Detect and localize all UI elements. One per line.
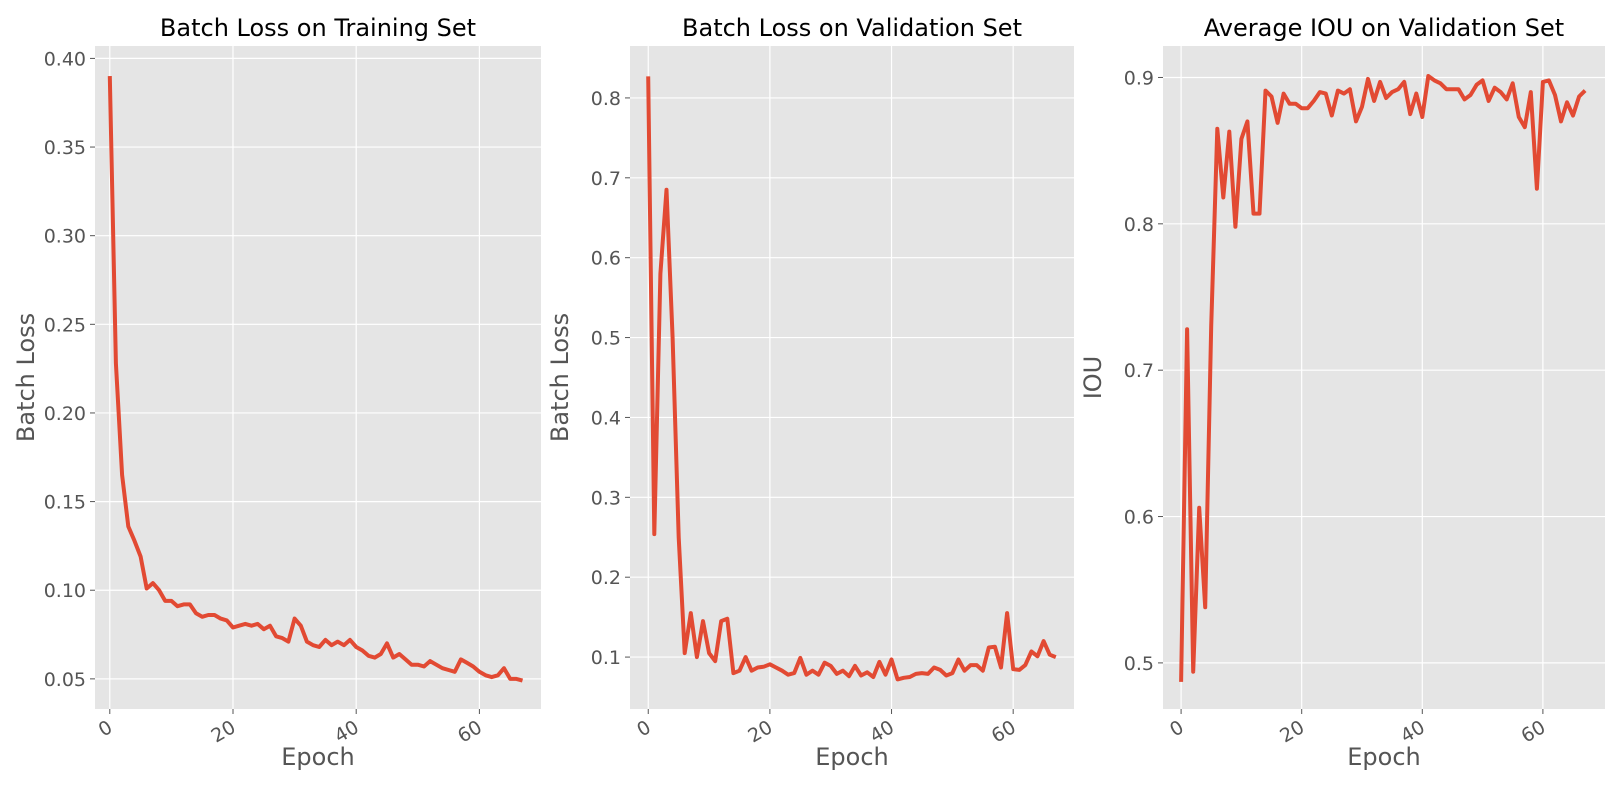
series-line <box>646 76 1057 682</box>
chart-title: Batch Loss on Validation Set <box>682 14 1022 42</box>
y-tick-label: 0.5 <box>591 328 621 350</box>
x-tick-label: 20 <box>744 716 776 747</box>
y-axis-label: IOU <box>1079 356 1107 400</box>
y-tick-label: 0.25 <box>44 314 86 336</box>
x-axis-label: Epoch <box>281 743 355 771</box>
x-tick-label: 0 <box>633 716 654 741</box>
x-tick-label: 0 <box>95 716 116 741</box>
chart-title: Average IOU on Validation Set <box>1204 14 1564 42</box>
y-tick-label: 0.40 <box>44 48 86 70</box>
x-tick-label: 0 <box>1166 716 1187 741</box>
series-line <box>1179 74 1587 682</box>
y-tick-label: 0.8 <box>1124 214 1154 236</box>
x-axis-label: Epoch <box>815 743 889 771</box>
y-tick-label: 0.4 <box>591 407 621 429</box>
y-tick-label: 0.8 <box>591 88 621 110</box>
chart-1: 0.050.100.150.200.250.300.350.400 20 40 60B… <box>12 14 541 771</box>
plot-area <box>1163 46 1605 709</box>
y-tick-label: 0.7 <box>591 168 621 190</box>
y-axis-label: Batch Loss <box>546 313 574 442</box>
y-tick-label: 0.35 <box>44 137 86 159</box>
x-axis-label: Epoch <box>1347 743 1421 771</box>
x-tick-label: 60 <box>454 716 486 747</box>
y-tick-label: 0.5 <box>1124 653 1154 675</box>
x-tick-label: 20 <box>1276 716 1308 747</box>
y-tick-label: 0.10 <box>44 580 86 602</box>
y-tick-label: 0.1 <box>591 647 621 669</box>
x-tick-label: 60 <box>1517 716 1549 747</box>
plot-area <box>95 46 541 709</box>
y-tick-label: 0.15 <box>44 492 86 514</box>
y-tick-label: 0.20 <box>44 403 86 425</box>
y-tick-label: 0.30 <box>44 226 86 248</box>
x-tick-label: 20 <box>208 716 240 747</box>
y-tick-label: 0.2 <box>591 567 621 589</box>
chart-title: Batch Loss on Training Set <box>160 14 476 42</box>
y-tick-label: 0.6 <box>591 248 621 270</box>
series-line <box>107 76 524 683</box>
y-tick-label: 0.6 <box>1124 507 1154 529</box>
y-axis-label: Batch Loss <box>12 313 40 442</box>
y-tick-label: 0.3 <box>591 487 621 509</box>
y-tick-label: 0.05 <box>44 669 86 691</box>
plot-area <box>630 46 1074 709</box>
y-tick-label: 0.7 <box>1124 360 1154 382</box>
y-tick-label: 0.9 <box>1124 67 1154 89</box>
x-tick-label: 60 <box>988 716 1020 747</box>
